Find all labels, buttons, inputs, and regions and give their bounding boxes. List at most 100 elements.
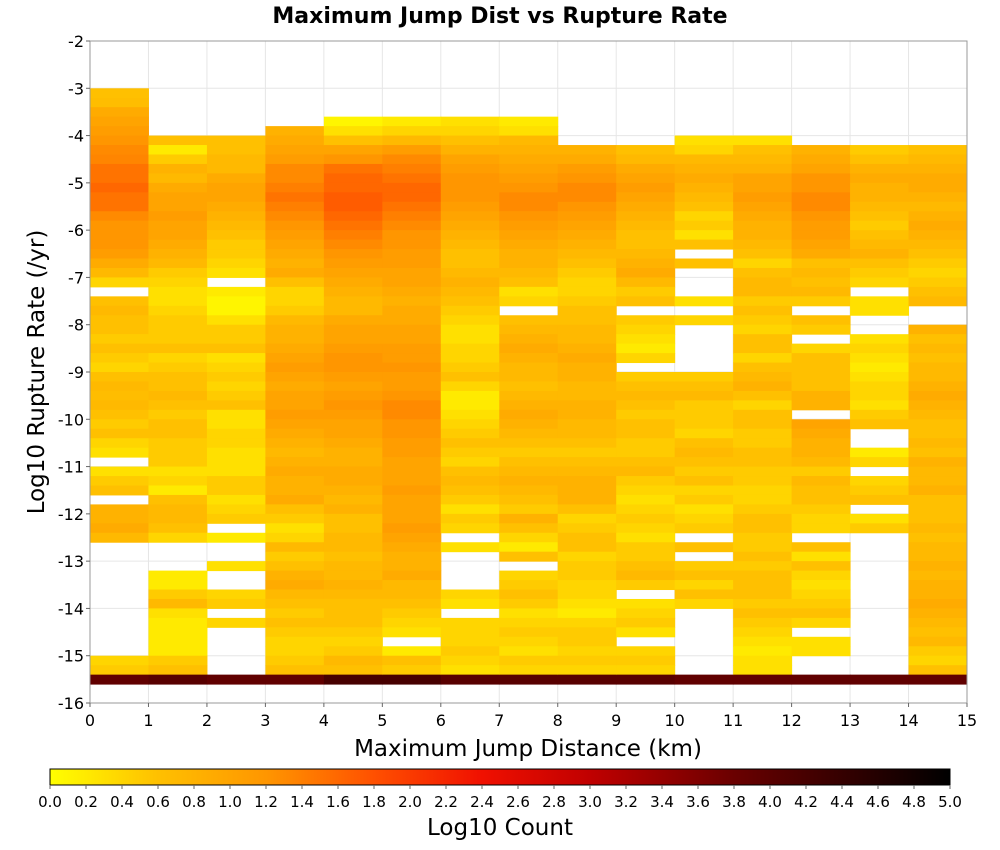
heatmap-cell — [733, 343, 793, 354]
heatmap-cell — [206, 239, 266, 250]
heatmap-cell — [674, 570, 734, 581]
heatmap-cell — [440, 665, 500, 676]
heatmap-cell — [265, 154, 325, 165]
heatmap-cell — [148, 457, 208, 468]
y-axis-ticks: -2 -3 -4 -5 -6 -7 -8 -9 -10 -11 -12 -13 -14 -15 -16 — [58, 32, 90, 713]
heatmap-cell — [557, 409, 617, 420]
heatmap-cell — [674, 561, 734, 572]
heatmap-cell — [791, 201, 851, 212]
heatmap-cell — [440, 201, 500, 212]
heatmap-cell — [440, 211, 500, 222]
heatmap-cell — [440, 145, 500, 155]
heatmap-cell — [206, 343, 266, 354]
heatmap-cell — [382, 551, 442, 562]
heatmap-cell — [616, 230, 676, 241]
heatmap-cell — [440, 173, 500, 184]
heatmap-cell — [908, 145, 968, 155]
x-tick-label: 13 — [840, 711, 860, 730]
heatmap-cell — [791, 457, 851, 468]
heatmap-cell — [265, 201, 325, 212]
heatmap-cell — [206, 201, 266, 212]
heatmap-cell — [733, 277, 793, 288]
heatmap-cell — [616, 324, 676, 335]
heatmap-cell — [265, 447, 325, 458]
heatmap-cell — [323, 513, 383, 524]
heatmap-cell — [908, 494, 968, 505]
heatmap-cell — [148, 324, 208, 335]
heatmap-cell — [674, 419, 734, 430]
heatmap-cell — [499, 362, 559, 373]
heatmap-cell — [557, 258, 617, 269]
heatmap-cell — [265, 220, 325, 231]
heatmap-cell — [499, 457, 559, 468]
heatmap-cell — [265, 381, 325, 392]
heatmap-cell — [850, 239, 910, 250]
heatmap-cell — [850, 523, 910, 534]
heatmap-cell — [382, 353, 442, 364]
colorbar-tick-label: 2.4 — [470, 793, 494, 811]
colorbar-tick-label: 1.4 — [290, 793, 314, 811]
heatmap-cell — [791, 362, 851, 373]
heatmap-cell — [557, 476, 617, 486]
heatmap-cell — [733, 646, 793, 657]
heatmap-cell — [908, 646, 968, 657]
heatmap-cell — [733, 504, 793, 515]
x-tick-label: 2 — [202, 711, 212, 730]
heatmap-cell — [90, 126, 149, 137]
heatmap-cell — [323, 466, 383, 477]
heatmap-cell — [440, 267, 500, 278]
heatmap-cell — [850, 390, 910, 401]
heatmap-cell — [850, 372, 910, 382]
heatmap-cell — [206, 476, 266, 486]
heatmap-cell — [265, 267, 325, 278]
heatmap-cell — [206, 353, 266, 364]
heatmap-cell — [674, 154, 734, 165]
heatmap-cell — [148, 145, 208, 155]
heatmap-cell — [557, 315, 617, 326]
heatmap-cell — [499, 182, 559, 193]
heatmap-cell — [499, 419, 559, 430]
heatmap-cell — [733, 324, 793, 335]
heatmap-cell — [206, 362, 266, 373]
heatmap-cell — [90, 400, 149, 411]
heatmap-cell — [557, 201, 617, 212]
heatmap-cell — [265, 627, 325, 638]
x-tick-label: 11 — [723, 711, 743, 730]
heatmap-cell — [733, 551, 793, 562]
heatmap-cell — [791, 220, 851, 231]
colorbar-tick-label: 1.6 — [326, 793, 350, 811]
heatmap-cell — [382, 655, 442, 666]
heatmap-cell — [557, 617, 617, 628]
heatmap-cell — [616, 513, 676, 524]
heatmap-cell — [440, 457, 500, 468]
heatmap-cell — [382, 617, 442, 628]
heatmap-cell — [908, 655, 968, 666]
heatmap-cell — [265, 362, 325, 373]
heatmap-cell — [323, 598, 383, 609]
heatmap-cell — [206, 182, 266, 193]
heatmap-cell — [908, 353, 968, 364]
heatmap-cell — [557, 173, 617, 184]
heatmap-cell — [791, 674, 851, 685]
heatmap-cell — [265, 532, 325, 543]
heatmap-cell — [265, 353, 325, 364]
heatmap-cell — [90, 267, 149, 278]
heatmap-cell — [557, 655, 617, 666]
heatmap-cell — [440, 466, 500, 477]
heatmap-cell — [323, 589, 383, 600]
heatmap-cell — [616, 372, 676, 382]
heatmap-cell — [616, 400, 676, 411]
heatmap-cell — [557, 542, 617, 553]
heatmap-cell — [323, 258, 383, 269]
heatmap-cell — [206, 296, 266, 307]
heatmap-cell — [323, 646, 383, 657]
heatmap-cell — [440, 655, 500, 666]
heatmap-cell — [440, 230, 500, 241]
heatmap-cell — [557, 674, 617, 685]
heatmap-cell — [733, 239, 793, 250]
heatmap-cell — [440, 353, 500, 364]
colorbar-tick-label: 4.8 — [902, 793, 926, 811]
heatmap-cell — [265, 665, 325, 676]
heatmap-cell — [382, 494, 442, 505]
heatmap-cell — [440, 220, 500, 231]
